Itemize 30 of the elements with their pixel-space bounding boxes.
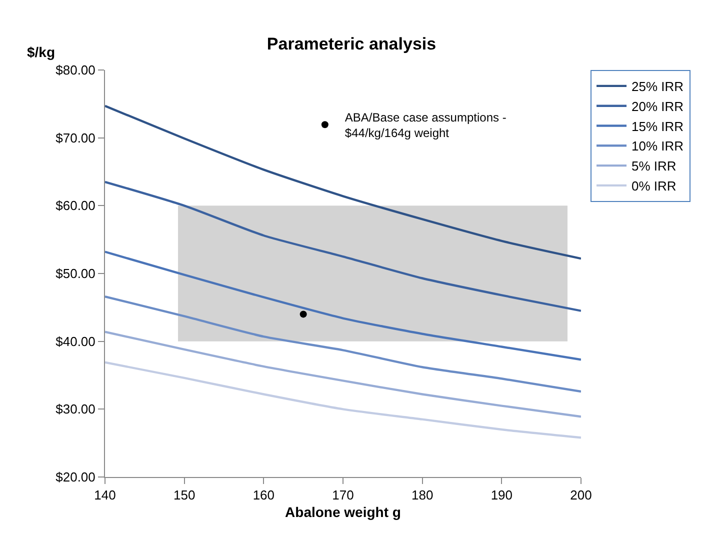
- y-tick-label: $80.00: [56, 62, 96, 78]
- legend-label: 25% IRR: [632, 79, 684, 94]
- y-tick-label: $50.00: [56, 266, 96, 282]
- y-tick-label: $20.00: [56, 470, 96, 485]
- y-tick-label: $70.00: [56, 130, 96, 146]
- legend-label: 5% IRR: [632, 158, 676, 174]
- legend-label: 20% IRR: [632, 98, 684, 114]
- line-series: [105, 104, 581, 260]
- line-series: [105, 250, 581, 361]
- chart-title: Parameteric analysis: [266, 34, 436, 54]
- y-tick-label: $60.00: [56, 198, 96, 214]
- legend-label: ABA/Base case assumptions - $44/kg/164g weight: [344, 110, 506, 140]
- x-tick-label: 160: [252, 488, 275, 503]
- y-axis-title: $/kg: [27, 44, 56, 60]
- line-series: [105, 330, 581, 418]
- line-series: [105, 295, 581, 393]
- legend-label: 0% IRR: [632, 178, 676, 194]
- x-tick-label: 150: [173, 488, 196, 503]
- y-tick-label: $30.00: [56, 402, 96, 417]
- x-tick-label: 140: [94, 488, 116, 503]
- y-tick-label: $40.00: [56, 334, 96, 349]
- legend-label: 10% IRR: [632, 138, 684, 154]
- line-series: [105, 180, 581, 312]
- x-tick-label: 190: [490, 488, 513, 503]
- x-axis-title: Abalone weight g: [285, 504, 401, 520]
- x-tick-label: 180: [411, 488, 434, 503]
- line-series: [105, 361, 581, 439]
- legend-label: 15% IRR: [632, 118, 684, 134]
- x-tick-label: 170: [332, 488, 354, 503]
- x-tick-label: 200: [570, 488, 592, 503]
